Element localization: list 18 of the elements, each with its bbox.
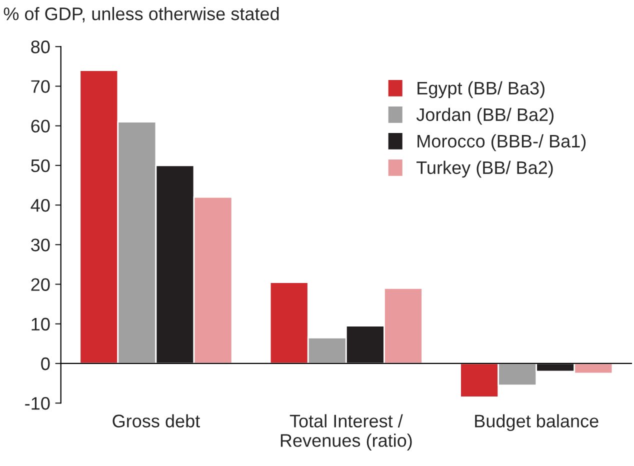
y-tick-label: 60: [31, 120, 50, 133]
legend-label: Morocco (BBB-/ Ba1): [418, 134, 586, 152]
legend-label: Jordan (BB/ Ba2): [416, 108, 554, 125]
legend-label: Egypt (BB/ Ba3): [418, 81, 544, 98]
y-tick-label: 80: [31, 40, 50, 54]
y-tick-label: -10: [25, 397, 50, 410]
y-tick-label: 70: [31, 80, 50, 93]
y-tick-label: 0: [41, 357, 50, 370]
y-tick-label: 40: [30, 198, 50, 212]
y-tick-label: 20: [31, 278, 50, 291]
y-tick-label: 10: [32, 318, 50, 331]
x-tick-label: Gross debt: [112, 414, 200, 428]
x-tick-label: Budget balance: [475, 414, 598, 432]
legend-label: Turkey (BB/ Ba2): [416, 160, 553, 178]
y-axis-title: % of GDP, unless otherwise stated: [4, 6, 279, 22]
y-tick-label: 30: [31, 238, 50, 252]
x-tick-label: Total Interest / Revenues (ratio): [280, 414, 412, 450]
y-tick-label: 50: [31, 159, 50, 172]
